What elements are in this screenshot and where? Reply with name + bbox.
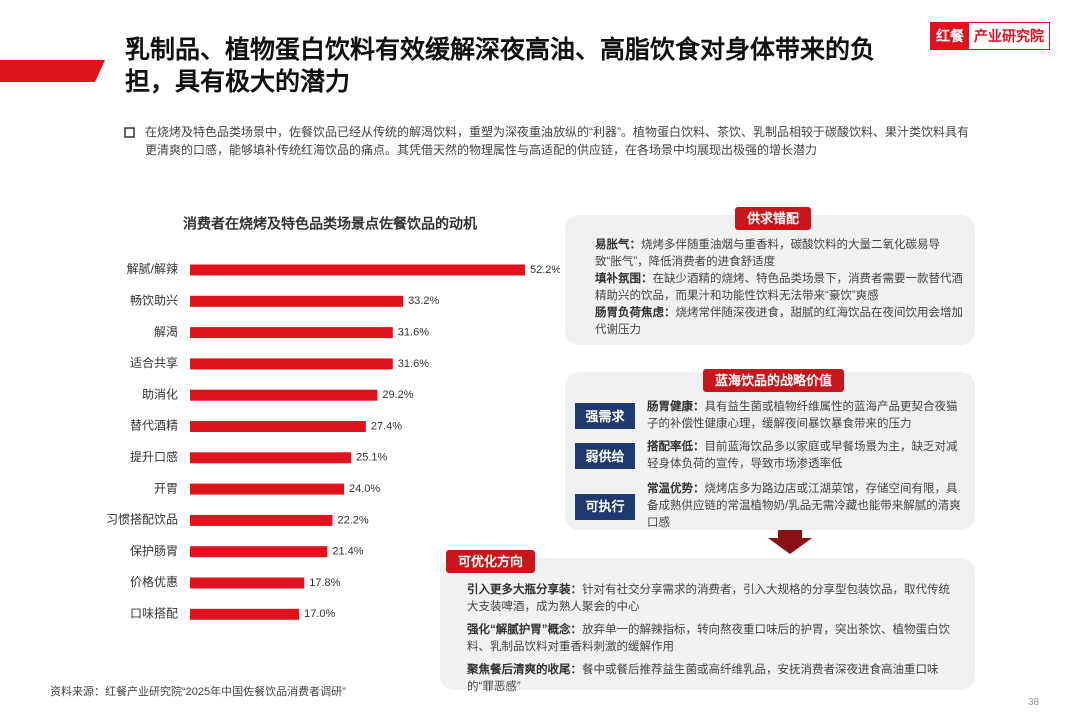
bar <box>190 577 305 589</box>
category-label: 畅饮助兴 <box>130 293 178 307</box>
chart-title: 消费者在烧烤及特色品类场景点佐餐饮品的动机 <box>183 216 477 232</box>
category-label: 保护肠胃 <box>130 544 178 558</box>
bar <box>190 421 366 432</box>
item-label: 强化“解腻护胃”概念： <box>467 624 582 636</box>
category-label: 价格优惠 <box>130 574 178 589</box>
value-label: 52.2% <box>530 264 560 276</box>
item-body: 放弃单一的解辣指标，转向熬夜重口味后的护胃，突出茶饮、植物蛋白饮料、乳制品饮料对… <box>467 624 950 653</box>
item-body: 餐中或餐后推荐益生菌或高纤维乳品，安抚消费者深夜进食高油重口味的“罪恶感” <box>467 664 939 693</box>
category-label: 口味搭配 <box>130 606 178 620</box>
panel-item: 强需求 肠胃健康：具有益生菌或植物纤维属性的蓝海产品更契合夜猫子的补偿性健康心理，… <box>575 399 965 433</box>
bar <box>190 608 300 620</box>
item-label: 搭配率低： <box>647 441 705 453</box>
value-label: 31.6% <box>398 327 429 339</box>
bar <box>190 327 393 339</box>
category-label: 提升口感 <box>130 449 178 464</box>
bar <box>190 358 393 370</box>
item-text: 搭配率低：目前蓝海饮品多以家庭或早餐场景为主，缺乏对减轻身体负荷的宣传，导致市场… <box>647 439 965 473</box>
value-label: 24.0% <box>349 483 380 495</box>
intro: 在烧烤及特色品类场景中，佐餐饮品已经从传统的解渴饮料，重塑为深夜重油放纵的“利器… <box>145 125 969 157</box>
bar <box>190 295 404 307</box>
panel-item: 肠胃负荷焦虑：烧烤常伴随深夜进食，甜腻的红海饮品在夜间饮用会增加代谢压力 <box>595 305 965 339</box>
item-body: 针对有社交分享需求的消费者，引入大规格的分享型包装饮品，取代传统大支装啤酒，成为… <box>467 584 950 613</box>
bullet <box>124 127 135 138</box>
value-label: 17.0% <box>304 608 335 620</box>
item-label: 填补氛围： <box>595 273 653 285</box>
item-body: 目前蓝海饮品多以家庭或早餐场景为主，缺乏对减轻身体负荷的宣传，导致市场渗透率低 <box>647 441 958 470</box>
category-label: 适合共享 <box>130 355 178 370</box>
tag: 可执行 <box>575 493 635 520</box>
item-text: 填补氛围：在缺少酒精的烧烤、特色品类场景下，消费者需要一款替代酒精助兴的饮品，而… <box>595 271 965 305</box>
tag: 弱供给 <box>575 443 635 469</box>
item-text: 常温优势：烧烤店多为路边店或江湖菜馆，存储空间有限，具备成熟供应链的常温植物奶/… <box>647 481 965 532</box>
bar <box>190 546 328 558</box>
item-text: 强化“解腻护胃”概念：放弃单一的解辣指标，转向熬夜重口味后的护胃，突出茶饮、植物… <box>467 622 957 656</box>
item-body: 烧烤常伴随深夜进食，甜腻的红海饮品在夜间饮用会增加代谢压力 <box>595 307 963 336</box>
bar <box>190 514 333 526</box>
item-label: 常温优势： <box>647 483 705 495</box>
logo-text: 产业研究院 <box>974 28 1044 44</box>
bar <box>190 389 378 401</box>
item-label: 引入更多大瓶分享装： <box>467 584 582 596</box>
bar <box>190 264 525 276</box>
item-label: 肠胃负荷焦虑： <box>595 307 676 319</box>
value-label: 31.6% <box>398 358 429 370</box>
category-label: 解渴 <box>154 325 178 339</box>
item-body: 烧烤多伴随重油烟与重香料，碳酸饮料的大量二氧化碳易导致“胀气”，降低消费者的进食… <box>595 239 940 268</box>
category-label: 习惯搭配饮品 <box>106 512 178 527</box>
item-body: 烧烤店多为路边店或江湖菜馆，存储空间有限，具备成熟供应链的常温植物奶/乳品无需冷… <box>647 483 961 529</box>
item-label: 肠胃健康： <box>647 401 705 413</box>
value-label: 33.2% <box>408 295 439 307</box>
bar <box>190 483 345 495</box>
chart: 消费者在烧烤及特色品类场景点佐餐饮品的动机 解腻/解辣 52.2% 畅饮助兴 33.2… <box>106 216 560 621</box>
category-label: 开胃 <box>154 481 178 495</box>
item-label: 聚焦餐后清爽的收尾： <box>467 664 582 676</box>
panel-item: 填补氛围：在缺少酒精的烧烤、特色品类场景下，消费者需要一款替代酒精助兴的饮品，而… <box>595 271 965 305</box>
page-number: 38 <box>1028 697 1040 708</box>
panel-optimize: 可优化方向 引入更多大瓶分享装：针对有社交分享需求的消费者，引入大规格的分享型包… <box>440 550 975 693</box>
value-label: 21.4% <box>332 546 363 558</box>
logo: 红餐 产业研究院 <box>930 22 1050 50</box>
item-text: 引入更多大瓶分享装：针对有社交分享需求的消费者，引入大规格的分享型包装饮品，取代… <box>467 582 957 616</box>
item-text: 肠胃健康：具有益生菌或植物纤维属性的蓝海产品更契合夜猫子的补偿性健康心理，缓解夜… <box>647 399 965 433</box>
item-body: 具有益生菌或植物纤维属性的蓝海产品更契合夜猫子的补偿性健康心理，缓解夜间暴饮暴食… <box>647 401 958 430</box>
panel-title: 蓝海饮品的战略价值 <box>703 369 845 392</box>
item-text: 易胀气：烧烤多伴随重油烟与重香料，碳酸饮料的大量二氧化碳易导致“胀气”，降低消费… <box>595 237 965 271</box>
panel-item: 聚焦餐后清爽的收尾：餐中或餐后推荐益生菌或高纤维乳品，安抚消费者深夜进食高油重口… <box>467 662 957 696</box>
panel-item: 可执行 常温优势：烧烤店多为路边店或江湖菜馆，存储空间有限，具备成熟供应链的常温植… <box>575 481 965 532</box>
value-label: 27.4% <box>371 420 402 432</box>
bar <box>190 452 352 464</box>
title: 乳制品、植物蛋白饮料有效缓解深夜高油、高脂饮食对身体带来的负担，具有极大的潜力 <box>125 36 876 96</box>
category-label: 助消化 <box>142 387 178 401</box>
tag: 强需求 <box>575 403 635 429</box>
panel-supply: 供求错配 易胀气：烧烤多伴随重油烟与重香料，碳酸饮料的大量二氧化碳易导致“胀气”… <box>565 207 975 345</box>
source: 资料来源：红餐产业研究院“2025年中国佐餐饮品消费者调研” <box>50 686 346 698</box>
panel-value: 蓝海饮品的战略价值 强需求 肠胃健康：具有益生菌或植物纤维属性的蓝海产品更契合夜猫… <box>565 369 975 532</box>
value-label: 29.2% <box>382 389 413 401</box>
panel-item: 引入更多大瓶分享装：针对有社交分享需求的消费者，引入大规格的分享型包装饮品，取代… <box>467 582 957 616</box>
category-label: 替代酒精 <box>130 419 178 433</box>
item-label: 易胀气： <box>595 239 641 251</box>
panel-item: 强化“解腻护胃”概念：放弃单一的解辣指标，转向熬夜重口味后的护胃，突出茶饮、植物… <box>467 622 957 656</box>
item-body: 在缺少酒精的烧烤、特色品类场景下，消费者需要一款替代酒精助兴的饮品，而果汁和功能… <box>595 273 963 302</box>
title-accent <box>0 60 105 82</box>
value-label: 17.8% <box>309 577 340 589</box>
logo-brand: 红餐 <box>931 23 969 49</box>
panel-item: 弱供给 搭配率低：目前蓝海饮品多以家庭或早餐场景为主，缺乏对减轻身体负荷的宣传，导… <box>575 439 965 473</box>
value-label: 25.1% <box>356 452 387 464</box>
item-text: 肠胃负荷焦虑：烧烤常伴随深夜进食，甜腻的红海饮品在夜间饮用会增加代谢压力 <box>595 305 965 339</box>
panel-item: 易胀气：烧烤多伴随重油烟与重香料，碳酸饮料的大量二氧化碳易导致“胀气”，降低消费… <box>595 237 965 271</box>
panel-title: 可优化方向 <box>446 550 536 573</box>
arrow <box>768 528 812 554</box>
value-label: 22.2% <box>337 514 368 526</box>
panel-title: 供求错配 <box>735 207 812 230</box>
category-label: 解腻/解辣 <box>127 262 178 276</box>
item-text: 聚焦餐后清爽的收尾：餐中或餐后推荐益生菌或高纤维乳品，安抚消费者深夜进食高油重口… <box>467 662 957 696</box>
